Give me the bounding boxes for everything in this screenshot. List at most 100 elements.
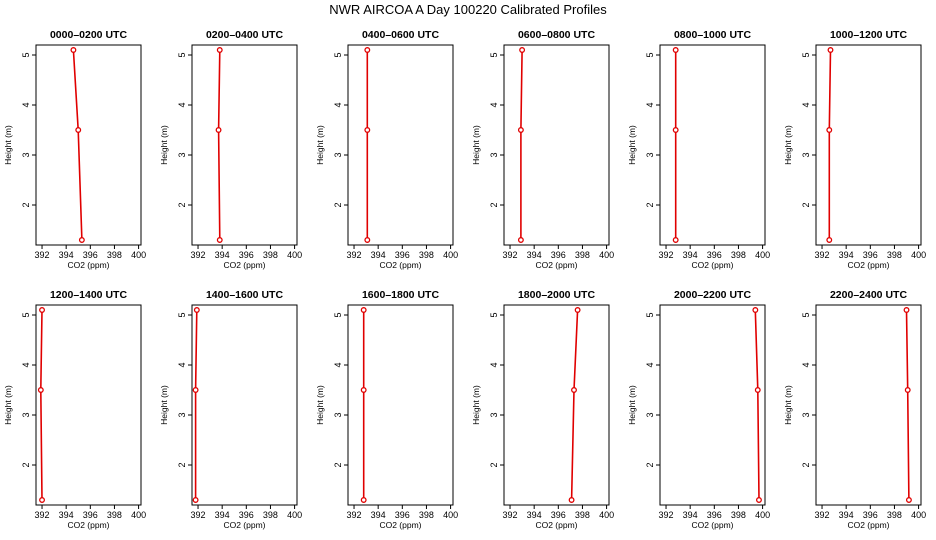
x-tick-label: 398 (575, 250, 590, 260)
y-tick-label: 2 (177, 202, 187, 207)
plot-frame (503, 44, 610, 246)
plot-frame (191, 44, 298, 246)
x-tick-label: 398 (107, 250, 122, 260)
profile-point (905, 497, 912, 503)
profile-point (826, 237, 833, 243)
panel-10: 1800–2000 UTC 392 394 396 398 400 2 3 4 5 CO2 (ppm… (471, 289, 614, 530)
panel-6: 1000–1200 UTC 392 394 396 398 400 2 3 4 5 CO2 (ppm… (783, 29, 926, 270)
x-tick-label: 392 (191, 250, 206, 260)
plot-frame (503, 304, 610, 506)
y-tick-label: 4 (177, 102, 187, 107)
y-tick-label: 2 (333, 202, 343, 207)
x-tick-label: 398 (731, 250, 746, 260)
x-tick-label: 396 (707, 250, 722, 260)
x-axis-label: CO2 (ppm) (379, 520, 421, 530)
x-tick-label: 400 (131, 510, 146, 520)
plot-frame (659, 304, 766, 506)
x-tick-label: 394 (527, 510, 542, 520)
profile-point (568, 497, 575, 503)
y-tick-label: 4 (177, 362, 187, 367)
profile-point (193, 307, 200, 313)
y-tick-label: 3 (645, 412, 655, 417)
profile-point (826, 127, 833, 133)
x-tick-label: 400 (131, 250, 146, 260)
profile-point (903, 307, 910, 313)
y-tick-label: 4 (645, 102, 655, 107)
y-tick-label: 4 (645, 362, 655, 367)
y-tick-label: 5 (21, 52, 31, 57)
figure-title: NWR AIRCOA A Day 100220 Calibrated Profi… (329, 2, 607, 17)
profile-point (574, 307, 581, 313)
x-axis-label: CO2 (ppm) (535, 520, 577, 530)
x-tick-label: 396 (395, 510, 410, 520)
x-tick-label: 394 (59, 510, 74, 520)
y-tick-label: 3 (333, 152, 343, 157)
profile-point (754, 387, 761, 393)
profile-point (70, 47, 77, 53)
x-tick-label: 394 (527, 250, 542, 260)
panel-title: 1400–1600 UTC (206, 289, 283, 301)
y-tick-label: 2 (645, 202, 655, 207)
x-tick-label: 400 (287, 510, 302, 520)
plot-frame (659, 44, 766, 246)
y-tick-label: 4 (333, 102, 343, 107)
y-tick-label: 3 (489, 412, 499, 417)
panel-8: 1400–1600 UTC 392 394 396 398 400 2 3 4 5 CO2 (ppm… (159, 289, 302, 530)
x-tick-label: 400 (443, 250, 458, 260)
x-tick-label: 392 (815, 510, 830, 520)
panel-title: 1000–1200 UTC (830, 29, 907, 41)
x-axis-label: CO2 (ppm) (535, 260, 577, 270)
x-axis-label: CO2 (ppm) (847, 260, 889, 270)
x-tick-label: 392 (815, 250, 830, 260)
panel-12: 2200–2400 UTC 392 394 396 398 400 2 3 4 5 CO2 (ppm… (783, 289, 926, 530)
y-axis-label: Height (m) (159, 385, 169, 425)
x-tick-label: 392 (659, 250, 674, 260)
x-axis-label: CO2 (ppm) (379, 260, 421, 270)
x-tick-label: 396 (707, 510, 722, 520)
y-tick-label: 2 (21, 462, 31, 467)
y-tick-label: 3 (21, 412, 31, 417)
profile-point (517, 237, 524, 243)
x-tick-label: 396 (551, 250, 566, 260)
panel-title: 0000–0200 UTC (50, 29, 127, 41)
y-tick-label: 3 (489, 152, 499, 157)
profile-point (192, 387, 199, 393)
profile-point (216, 47, 223, 53)
y-tick-label: 3 (645, 152, 655, 157)
panel-title: 2200–2400 UTC (830, 289, 907, 301)
x-tick-label: 398 (107, 510, 122, 520)
panel-7: 1200–1400 UTC 392 394 396 398 400 2 3 4 5 CO2 (ppm… (3, 289, 146, 530)
x-tick-label: 392 (35, 250, 50, 260)
y-tick-label: 2 (801, 202, 811, 207)
panel-title: 0400–0600 UTC (362, 29, 439, 41)
x-axis-label: CO2 (ppm) (847, 520, 889, 530)
profile-line (217, 49, 221, 241)
panel-title: 1200–1400 UTC (50, 289, 127, 301)
x-tick-label: 394 (839, 510, 854, 520)
profile-point (39, 307, 45, 313)
panel-title: 0600–0800 UTC (518, 29, 595, 41)
x-tick-label: 396 (239, 250, 254, 260)
y-axis-label: Height (m) (315, 385, 325, 425)
x-axis-label: CO2 (ppm) (691, 260, 733, 270)
x-tick-label: 392 (347, 510, 362, 520)
plot-frame (347, 304, 454, 506)
profile-point (216, 237, 223, 243)
y-tick-label: 2 (333, 462, 343, 467)
panel-title: 1800–2000 UTC (518, 289, 595, 301)
x-tick-label: 394 (371, 250, 386, 260)
y-axis-label: Height (m) (627, 385, 637, 425)
y-axis-label: Height (m) (3, 385, 13, 425)
profile-point (364, 237, 371, 243)
y-tick-label: 4 (489, 102, 499, 107)
profile-point (364, 47, 371, 53)
profile-line (570, 309, 579, 501)
profile-point (571, 387, 577, 393)
panel-title: 0200–0400 UTC (206, 29, 283, 41)
y-axis-label: Height (m) (471, 385, 481, 425)
x-axis-label: CO2 (ppm) (67, 260, 109, 270)
x-tick-label: 398 (731, 510, 746, 520)
x-tick-label: 398 (575, 510, 590, 520)
y-tick-label: 5 (177, 52, 187, 57)
panel-9: 1600–1800 UTC 392 394 396 398 400 2 3 4 5 CO2 (ppm… (315, 289, 458, 530)
